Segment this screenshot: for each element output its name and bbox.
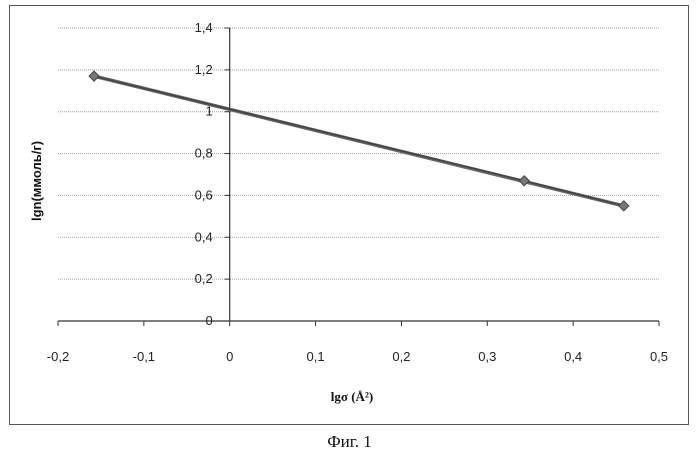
x-tick-label: 0,4 bbox=[564, 349, 582, 364]
x-tick-labels: -0,2 -0,1 0 0,1 0,2 0,3 0,4 0,5 bbox=[47, 349, 668, 364]
y-tick-label: 0,6 bbox=[195, 187, 213, 202]
data-point-marker bbox=[619, 201, 629, 211]
x-tick-label: 0,1 bbox=[307, 349, 325, 364]
data-point-marker bbox=[519, 176, 529, 186]
x-tick-label: 0 bbox=[226, 349, 233, 364]
data-point-marker bbox=[89, 71, 99, 81]
y-tick-label: 1,2 bbox=[195, 62, 213, 77]
y-tick-label: 0,8 bbox=[195, 146, 213, 161]
x-tick-label: 0,3 bbox=[478, 349, 496, 364]
axes bbox=[58, 28, 659, 326]
x-tick-label: 0,5 bbox=[650, 349, 668, 364]
x-tick-label: -0,1 bbox=[133, 349, 155, 364]
x-tick-label: 0,2 bbox=[392, 349, 410, 364]
y-tick-label: 0,4 bbox=[195, 229, 213, 244]
y-tick-label: 0,2 bbox=[195, 271, 213, 286]
y-tick-label: 1,4 bbox=[195, 20, 213, 35]
series-line bbox=[94, 76, 624, 206]
chart-frame: 00,20,40,60,811,21,4 -0,2-0,100,10,20,30… bbox=[9, 5, 689, 425]
figure-caption: Фиг. 1 bbox=[0, 432, 699, 452]
grid-lines bbox=[58, 28, 659, 279]
x-tick-label: -0,2 bbox=[47, 349, 69, 364]
chart-svg: 00,20,40,60,811,21,4 -0,2-0,100,10,20,30… bbox=[10, 6, 690, 426]
series-lines bbox=[94, 76, 624, 206]
y-tick-labels: 00,20,40,60,811,21,4 bbox=[195, 20, 213, 328]
y-tick-label: 0 bbox=[205, 313, 212, 328]
x-axis-label: lgσ (Å²) bbox=[331, 389, 373, 404]
y-axis-label: lgn(ммоль/г) bbox=[29, 141, 44, 221]
